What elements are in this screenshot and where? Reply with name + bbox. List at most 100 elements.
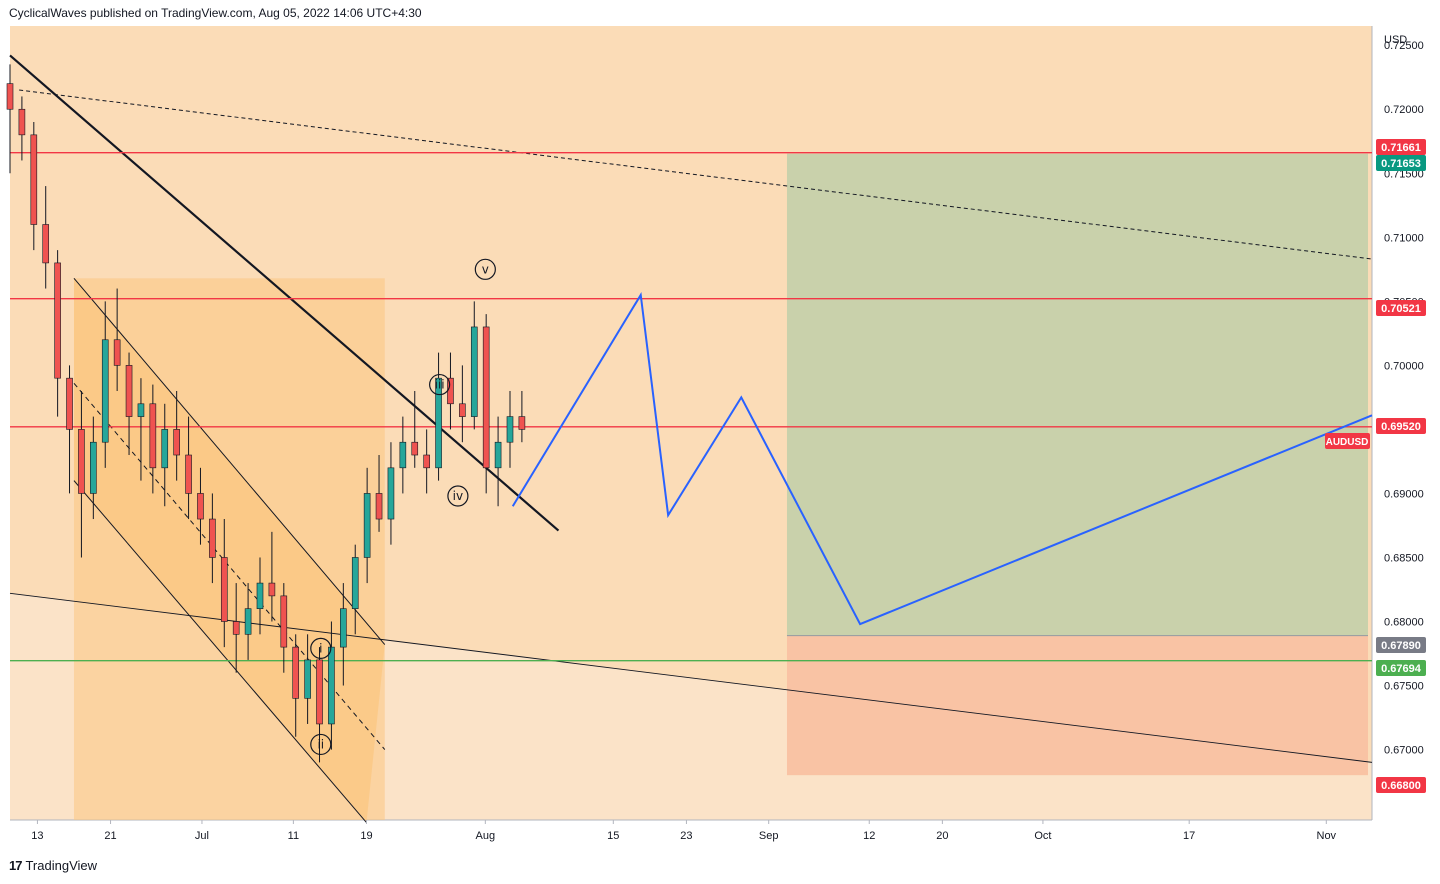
price-tick: 0.70000 xyxy=(1384,360,1424,372)
stop-zone xyxy=(786,635,1368,776)
price-tick: 0.72000 xyxy=(1384,104,1424,116)
trade-zones xyxy=(786,153,1368,776)
price-tick: 0.67500 xyxy=(1384,681,1424,693)
candle-body xyxy=(209,518,216,558)
candle-body xyxy=(30,134,38,225)
candle-body xyxy=(54,262,61,379)
price-tag-bg xyxy=(1376,155,1426,171)
candle-body xyxy=(101,339,109,443)
price-tick: 0.69000 xyxy=(1384,488,1424,500)
price-tag-bg xyxy=(1376,660,1426,676)
candle-body xyxy=(375,493,383,520)
currency-label: USD xyxy=(1384,34,1407,46)
price-tick: 0.67000 xyxy=(1384,745,1424,757)
price-tag: 0.69520 xyxy=(1381,421,1421,433)
publisher-attribution: CyclicalWaves published on TradingView.c… xyxy=(9,6,422,20)
price-tick: 0.72500 xyxy=(1384,40,1424,52)
candle-body xyxy=(328,646,335,725)
candle-body xyxy=(268,582,276,597)
horizontal-levels xyxy=(10,151,1372,662)
candle-body xyxy=(149,403,157,469)
candle-body xyxy=(518,416,526,430)
wave-circle xyxy=(310,637,332,659)
symbol-tag: AUDUSD xyxy=(1326,437,1369,448)
time-axis-bg xyxy=(10,821,1372,849)
candle-body xyxy=(256,582,264,609)
candle-body xyxy=(387,467,395,520)
wave-circle xyxy=(310,733,332,756)
candle-body xyxy=(363,493,371,558)
candle-body xyxy=(197,493,204,520)
candle-body xyxy=(482,326,490,469)
tradingview-logo[interactable]: 17 TradingView xyxy=(9,858,97,873)
candle-body xyxy=(220,557,228,622)
price-tag: 0.66800 xyxy=(1381,780,1421,792)
time-tick: 17 xyxy=(1183,830,1195,842)
candle-body xyxy=(292,646,300,699)
wave-circle xyxy=(429,373,451,396)
channel-upper-line xyxy=(73,277,386,645)
time-tick: 21 xyxy=(104,830,116,842)
candle-body xyxy=(66,377,73,430)
candle-body xyxy=(351,557,359,609)
price-tag-bg xyxy=(1376,777,1426,793)
wave-label: i xyxy=(319,641,322,655)
wave-label: ii xyxy=(317,737,324,751)
tradingview-mark-icon: 17 xyxy=(9,858,23,873)
wave-circle xyxy=(474,258,496,280)
candle-body xyxy=(340,608,347,648)
candle-body xyxy=(244,608,252,635)
candle-body xyxy=(161,429,169,469)
time-tick: 13 xyxy=(31,830,43,842)
time-tick: 23 xyxy=(680,830,692,842)
candle-body xyxy=(304,659,311,699)
candle-body xyxy=(470,326,478,417)
time-tick: 12 xyxy=(863,830,875,842)
price-tag-bg xyxy=(1376,418,1426,434)
time-axis: 13 21 Jul 11 19 Aug 15 23 Sep 12 20 Oct 17 Nov xyxy=(31,820,1337,842)
price-tags: 0.71661 0.71653 0.70521 0.69520 0.67890 0.676… xyxy=(1325,139,1426,793)
candle-body xyxy=(42,224,50,264)
time-tick: Sep xyxy=(759,830,779,842)
price-tag: 0.71653 xyxy=(1381,158,1421,170)
candle-body xyxy=(78,429,85,494)
candle-body xyxy=(113,339,121,366)
candle-body xyxy=(494,441,502,469)
time-tick: Jul xyxy=(195,830,209,842)
candle-body xyxy=(399,441,407,469)
price-tick: 0.68500 xyxy=(1384,552,1424,564)
symbol-tag-bg xyxy=(1325,433,1370,449)
price-tag: 0.71661 xyxy=(1381,142,1421,154)
candle-body xyxy=(280,595,288,648)
time-tick: Aug xyxy=(476,830,496,842)
candle-body xyxy=(18,108,26,136)
time-tick: Oct xyxy=(1034,830,1051,842)
time-tick: 15 xyxy=(607,830,619,842)
price-tick: 0.71500 xyxy=(1384,168,1424,180)
time-tick: 20 xyxy=(936,830,948,842)
price-tag-bg xyxy=(1376,637,1426,653)
channel-lower-line xyxy=(73,480,367,823)
time-tick: 11 xyxy=(288,830,299,842)
price-tick: 0.68000 xyxy=(1384,617,1424,629)
candle-body xyxy=(185,454,192,494)
candle-body xyxy=(316,659,323,725)
wave-label: iv xyxy=(453,489,463,503)
candle-body xyxy=(90,441,97,494)
candle-body xyxy=(459,403,466,417)
candle-body xyxy=(6,83,14,110)
trendline-dashed xyxy=(19,89,1373,260)
candle-body xyxy=(137,403,145,417)
candle-body xyxy=(435,377,442,469)
candle-body xyxy=(232,621,240,635)
time-tick: 19 xyxy=(360,830,372,842)
candle-body xyxy=(423,454,430,469)
price-tick: 0.71000 xyxy=(1384,232,1424,244)
price-tag-bg xyxy=(1376,139,1426,155)
descending-channel xyxy=(73,277,386,823)
wave-label: iii xyxy=(435,378,445,392)
candlesticks xyxy=(6,64,526,763)
candle-body xyxy=(447,377,454,405)
